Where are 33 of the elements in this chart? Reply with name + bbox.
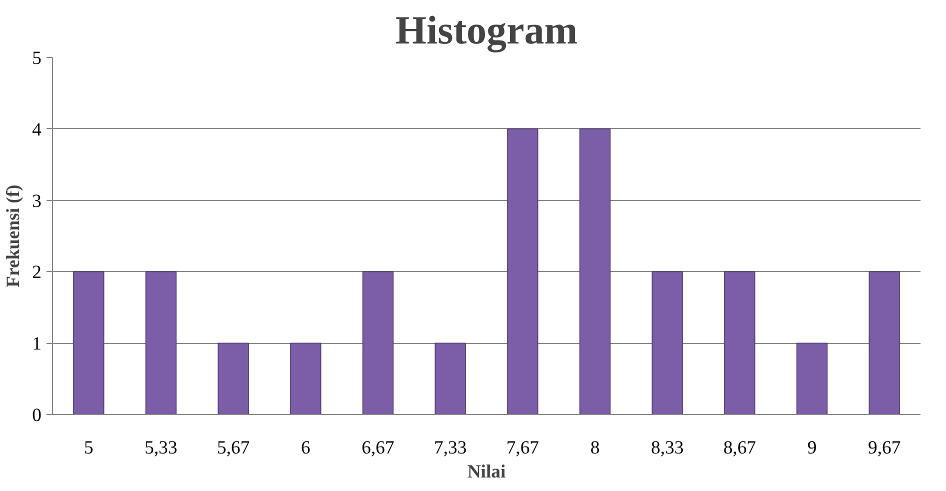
bar (434, 342, 466, 414)
bar (579, 128, 611, 414)
x-tick-label: 9 (807, 438, 817, 458)
x-axis-title: Nilai (467, 462, 506, 482)
y-axis-title: Frekuensi (f) (3, 184, 24, 288)
bar (652, 271, 683, 414)
x-tick-label: 6 (301, 438, 310, 458)
x-tick-label: 5,33 (144, 438, 178, 458)
y-tick-label: 3 (32, 190, 42, 212)
bar (868, 271, 900, 414)
bar (145, 271, 177, 414)
x-tick-label: 8,33 (651, 438, 684, 458)
bar (290, 342, 322, 414)
x-tick-label: 5,67 (217, 438, 250, 458)
x-tick-label: 6,67 (362, 438, 394, 458)
x-tick-label: 9,67 (868, 438, 901, 458)
y-tick-label: 2 (32, 262, 42, 284)
x-tick-label: 8,67 (723, 438, 756, 458)
y-tick-label: 0 (32, 405, 42, 426)
bar (724, 271, 756, 414)
bar (507, 128, 538, 414)
y-tick-label: 1 (32, 334, 42, 355)
bar (218, 342, 249, 414)
y-tick-label: 4 (32, 119, 42, 140)
chart-title: Histogram (395, 8, 578, 52)
x-tick-label: 7,33 (434, 438, 467, 458)
bar (796, 342, 828, 414)
bar (362, 271, 394, 414)
x-tick-label: 7,67 (506, 438, 539, 458)
bar (73, 271, 104, 414)
y-tick-label: 5 (32, 48, 42, 69)
x-tick-label: 5 (84, 438, 94, 458)
x-tick-label: 8 (590, 438, 600, 458)
